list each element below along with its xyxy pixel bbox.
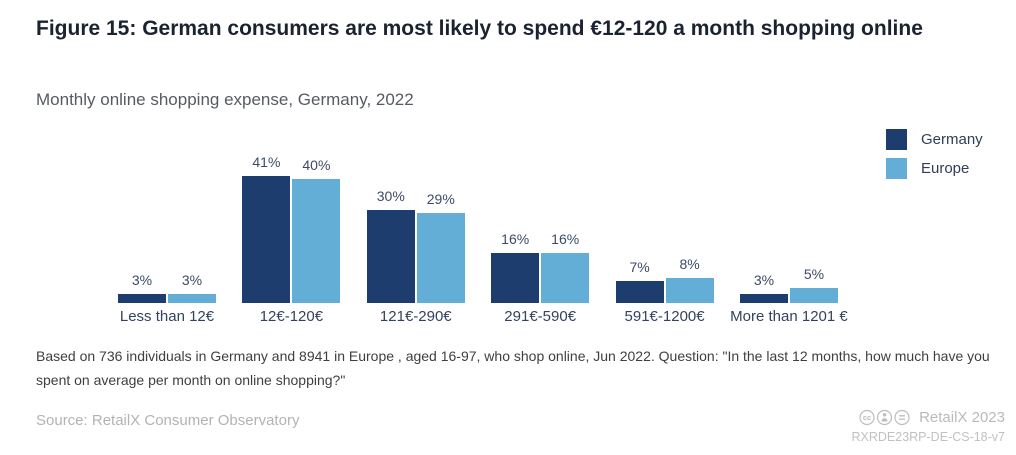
bar-germany: 3%: [739, 272, 788, 303]
bar-group: 3% 3% Less than 12€: [118, 272, 216, 325]
bar-group: 16% 16% 291€-590€: [491, 231, 590, 325]
bar-europe: 5%: [789, 266, 838, 303]
category-label: 291€-590€: [504, 308, 577, 325]
legend-swatch-germany: [886, 129, 907, 150]
category-label: More than 1201 €: [730, 308, 848, 325]
bar-group: 30% 29% 121€-290€: [366, 188, 465, 325]
bar-germany: 30%: [366, 188, 415, 303]
bar-europe: 8%: [665, 256, 714, 303]
value-label: 3%: [753, 271, 775, 288]
bar-europe: 3%: [168, 272, 216, 303]
bar-germany: 3%: [118, 272, 166, 303]
value-label: 40%: [302, 157, 331, 173]
category-label: 12€-120€: [259, 308, 324, 325]
brand-row: cc RetailX 2023: [859, 409, 1005, 426]
value-label: 41%: [252, 153, 281, 170]
value-label: 16%: [551, 231, 580, 248]
value-label: 8%: [679, 256, 700, 273]
bar-europe: 40%: [292, 157, 341, 303]
category-label: 591€-1200€: [624, 308, 705, 325]
value-label: 30%: [376, 188, 405, 204]
creative-commons-icons: cc: [859, 409, 911, 426]
legend-label: Germany: [921, 131, 983, 148]
figure-title: Figure 15: German consumers are most lik…: [36, 17, 923, 40]
report-code: RXRDE23RP-DE-CS-18-v7: [851, 430, 1005, 444]
value-label: 3%: [181, 271, 203, 288]
value-label: 7%: [629, 259, 650, 276]
bar-europe: 29%: [416, 191, 465, 303]
category-label: Less than 12€: [119, 308, 215, 325]
brand-label: RetailX 2023: [919, 409, 1005, 426]
legend-swatch-europe: [886, 158, 907, 179]
chart-legend: Germany Europe: [886, 129, 983, 179]
bar-group: 7% 8% 591€-1200€: [615, 256, 714, 325]
figure-subtitle: Monthly online shopping expense, Germany…: [36, 90, 414, 109]
legend-label: Europe: [921, 160, 970, 177]
plot-area: 3% 3% Less than 12€ 41% 40% 12€-120€ 30% 29% 121…: [118, 154, 848, 326]
bar-group: 41% 40% 12€-120€: [242, 154, 341, 325]
bar-germany: 16%: [491, 231, 540, 303]
cc-license-icon: cc: [859, 409, 910, 426]
legend-item-germany: Germany: [886, 129, 983, 150]
methodology-note: Based on 736 individuals in Germany and …: [36, 348, 990, 389]
source-credit: Source: RetailX Consumer Observatory: [36, 412, 300, 429]
category-label: 121€-290€: [379, 308, 452, 325]
value-label: 5%: [803, 265, 825, 282]
value-label: 29%: [426, 191, 455, 208]
value-label: 16%: [501, 231, 530, 248]
bar-germany: 41%: [242, 154, 291, 303]
value-label: 3%: [131, 271, 153, 288]
svg-text:cc: cc: [863, 413, 871, 422]
bar-group: 3% 5% More than 1201 €: [730, 266, 848, 326]
bar-germany: 7%: [615, 259, 664, 303]
legend-item-europe: Europe: [886, 158, 983, 179]
bar-europe: 16%: [541, 231, 590, 303]
